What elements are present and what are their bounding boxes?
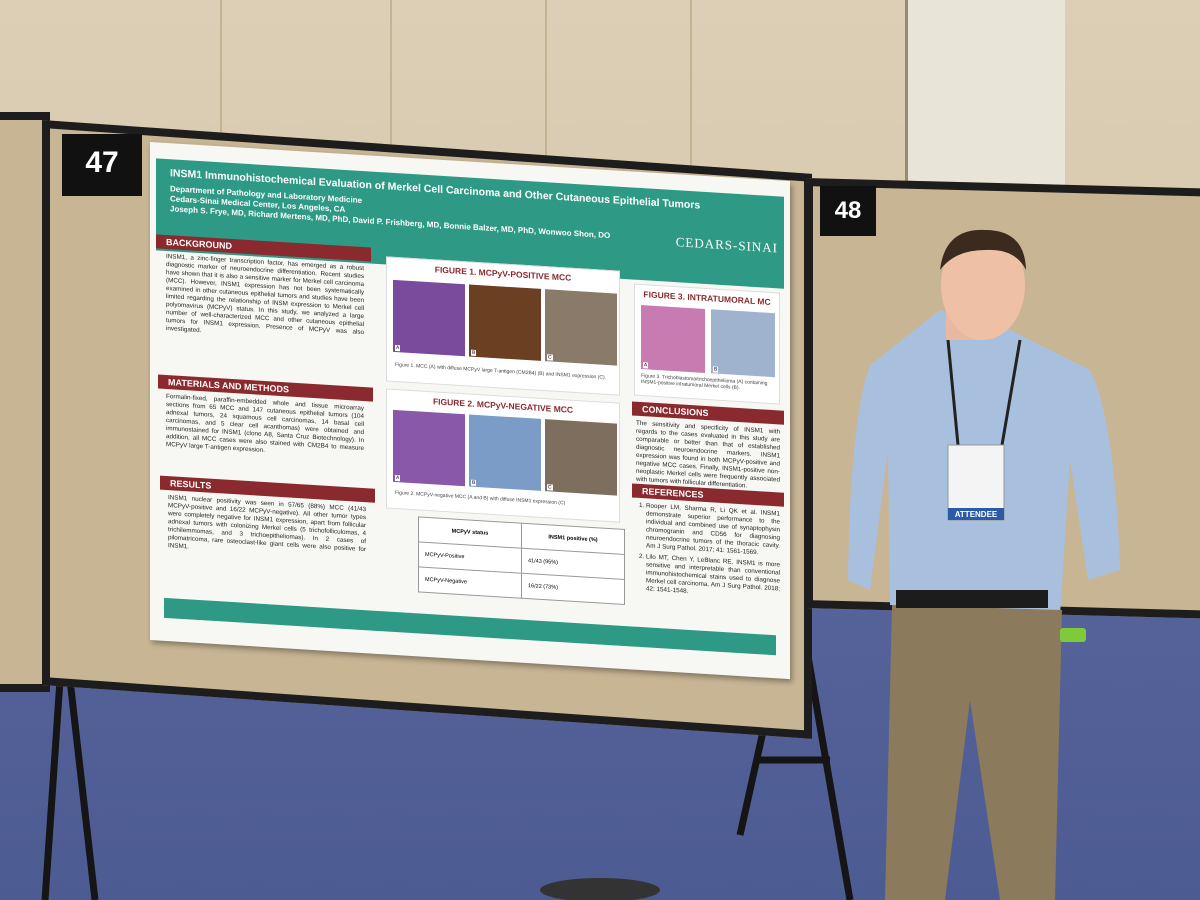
- floor-object: [540, 878, 660, 900]
- panel-label: C: [547, 354, 553, 361]
- micrograph: A: [393, 279, 465, 357]
- micrograph: B: [469, 284, 541, 361]
- badge-text: ATTENDEE: [955, 510, 998, 519]
- micrograph: B: [469, 414, 541, 491]
- micrograph: A: [393, 409, 465, 487]
- person: ATTENDEE: [848, 229, 1120, 900]
- panel-label: A: [395, 474, 401, 482]
- section-text: The sensitivity and specificity of INSM1…: [636, 419, 780, 490]
- panel-label: B: [471, 349, 477, 356]
- reference: Lilo MT, Chen Y, LeBlanc RE. INSM1 is mo…: [646, 553, 780, 601]
- pillar: [905, 0, 1065, 190]
- panel-label: B: [713, 366, 719, 373]
- panel-label: C: [547, 484, 553, 491]
- lanyard: [946, 339, 960, 446]
- reference-list: Rooper LM, Sharma R, Li QK et al. INSM1 …: [636, 502, 780, 611]
- hair: [940, 229, 1026, 270]
- section-text: INSM1 nuclear positivity was seen in 57/…: [168, 494, 366, 554]
- watch: [1060, 628, 1086, 642]
- figure-caption: Figure 1. MCC (A) with diffuse MCPyV lar…: [395, 361, 606, 381]
- micrograph: A: [641, 305, 705, 373]
- figure: FIGURE 1. MCPyV-POSITIVE MCC A B C Figur…: [386, 256, 620, 396]
- panel-label: A: [395, 344, 401, 352]
- badge: [947, 444, 1005, 521]
- reference: Rooper LM, Sharma R, Li QK et al. INSM1 …: [646, 502, 780, 558]
- figure: FIGURE 3. INTRATUMORAL MC A B Figure 3. …: [634, 283, 780, 405]
- figure-title: FIGURE 3. INTRATUMORAL MC: [643, 289, 771, 307]
- table-cell: 16/22 (73%): [521, 573, 625, 605]
- micrograph: B: [711, 309, 775, 378]
- micrograph: C: [545, 289, 617, 366]
- section-text: INSM1, a zinc-finger transcription facto…: [166, 252, 364, 337]
- panel-label: A: [643, 362, 649, 369]
- results-table: MCPyV status INSM1 positive (%) MCPyV-Pos…: [418, 516, 625, 606]
- board-number: 48: [820, 186, 876, 236]
- trousers: [885, 605, 1062, 900]
- badge-band: [948, 508, 1004, 520]
- head: [941, 230, 1025, 340]
- belt: [896, 590, 1048, 608]
- panel-label: B: [471, 479, 477, 486]
- micrograph: C: [545, 419, 617, 496]
- section-text: Formalin-fixed, paraffin-embedded whole …: [166, 392, 364, 455]
- table-cell: MCPyV-Negative: [418, 566, 522, 599]
- figure: FIGURE 2. MCPyV-NEGATIVE MCC A B C Figur…: [386, 388, 620, 523]
- lanyard: [1000, 339, 1022, 446]
- poster: INSM1 Immunohistochemical Evaluation of …: [150, 142, 790, 680]
- board-number: 47: [62, 134, 142, 196]
